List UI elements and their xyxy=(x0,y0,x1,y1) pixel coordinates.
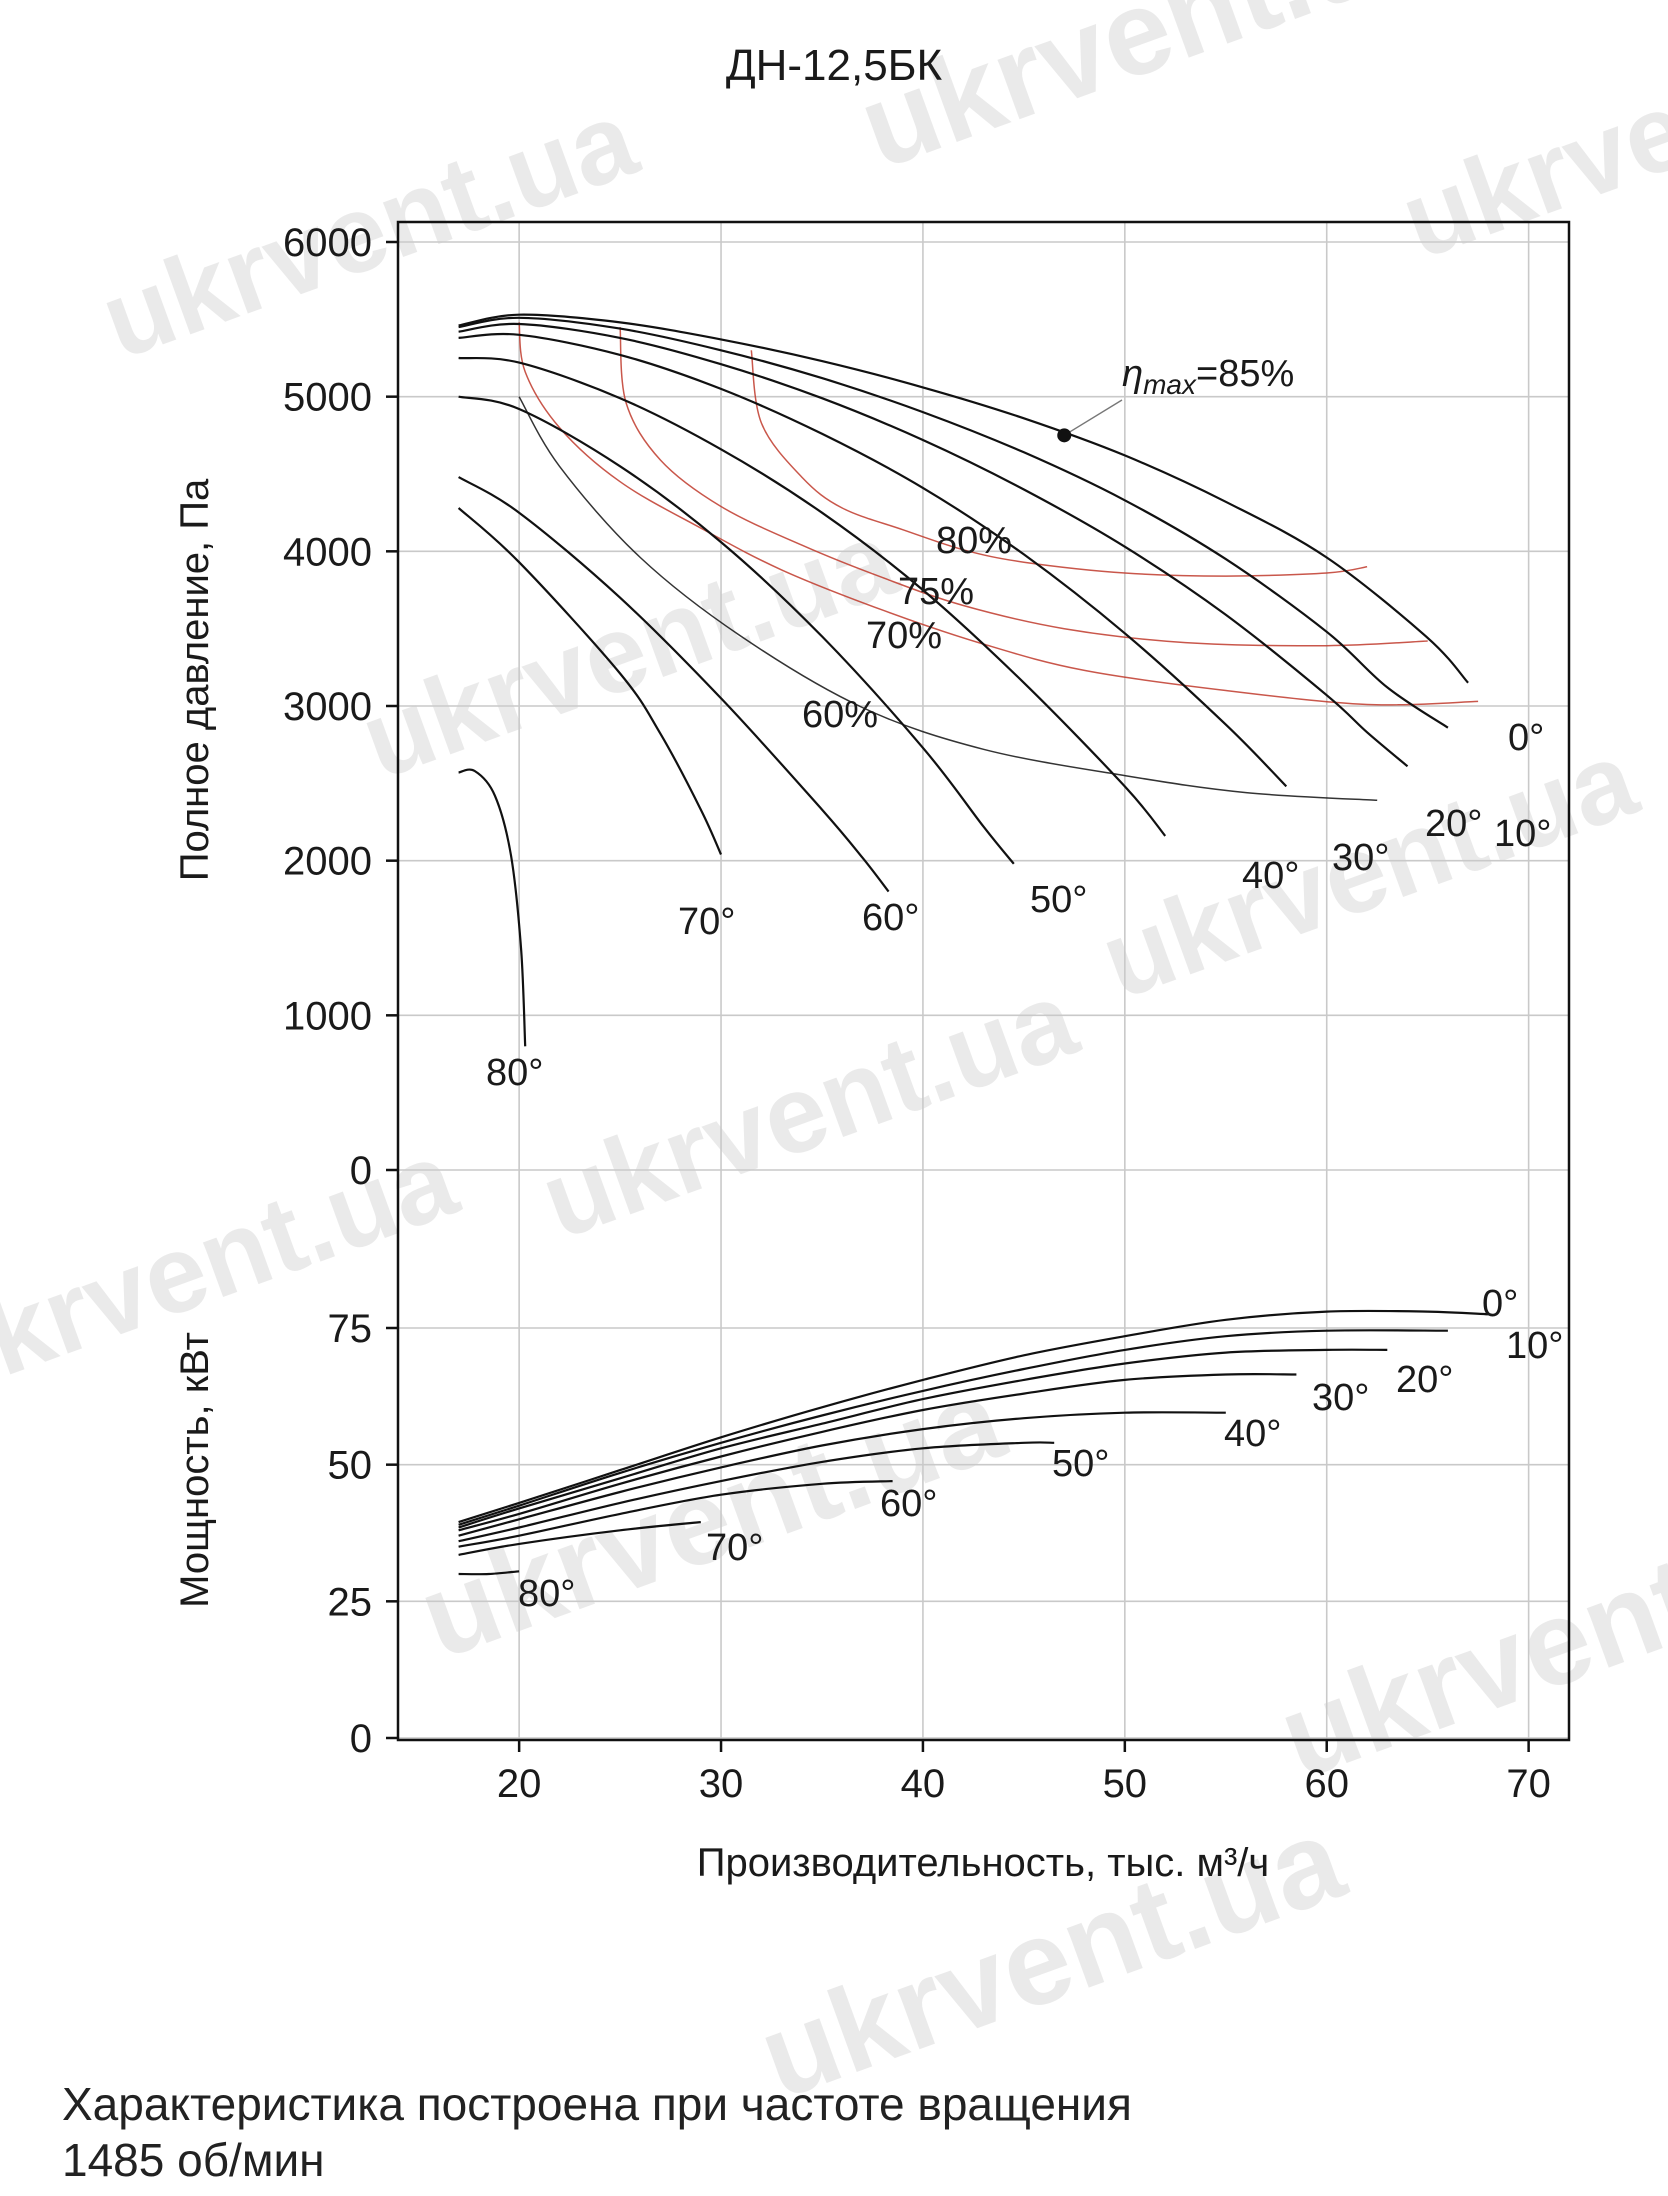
power-tick-label-75: 75 xyxy=(328,1307,373,1351)
watermark-text: ukrvent.ua xyxy=(843,0,1460,194)
power-curve-label-30: 30° xyxy=(1312,1377,1369,1419)
x-axis-title: Производительность, тыс. м³/ч xyxy=(697,1841,1270,1885)
chart-title: ДН-12,5БК xyxy=(726,41,943,90)
pressure-curve-10 xyxy=(458,316,1449,729)
characteristic-curves xyxy=(457,313,1489,1576)
power-curve-label-10: 10° xyxy=(1506,1325,1563,1367)
power-curve-50 xyxy=(458,1441,1055,1543)
efficiency-curve-60 xyxy=(518,396,1378,802)
pressure-tick-label-5000: 5000 xyxy=(283,376,372,420)
power-curve-label-60: 60° xyxy=(880,1483,937,1525)
footer-line-2: 1485 об/мин xyxy=(62,2134,325,2186)
power-curve-70 xyxy=(458,1521,701,1556)
grid-layer xyxy=(398,222,1569,1740)
pressure-curve-70 xyxy=(457,507,723,855)
power-curve-60 xyxy=(458,1480,893,1548)
watermark-text: ukrvent.ua xyxy=(346,496,912,802)
eta-max-leader-line xyxy=(1063,399,1123,436)
annotation-layer: ηmax=85% xyxy=(1057,353,1294,443)
power-curve-label-20: 20° xyxy=(1396,1359,1453,1401)
plot-frame xyxy=(396,220,1571,1742)
watermark-text: ukrvent.ua xyxy=(0,1116,472,1422)
pressure-curve-label-70: 70° xyxy=(678,901,735,943)
power-curve-0 xyxy=(458,1309,1489,1524)
pressure-curve-label-30: 30° xyxy=(1332,837,1389,879)
power-curve-label-80: 80° xyxy=(518,1573,575,1615)
power-curve-label-50: 50° xyxy=(1052,1443,1109,1485)
efficiency-label-80: 80% xyxy=(936,520,1012,562)
power-curve-label-0: 0° xyxy=(1482,1283,1518,1325)
pressure-curve-label-10: 10° xyxy=(1494,813,1551,855)
x-tick-label-20: 20 xyxy=(497,1762,542,1806)
pressure-curve-60 xyxy=(458,476,890,893)
axis-layer: 20 30 40 50 60 70 0 1000 2000 3000 4000 5000 6000 0 25… xyxy=(283,220,1571,1806)
y-axis-title-power: Мощность, кВт xyxy=(173,1332,217,1608)
power-curve-80 xyxy=(458,1570,520,1576)
pressure-curve-label-40: 40° xyxy=(1242,855,1299,897)
efficiency-curve-80 xyxy=(750,350,1368,577)
pressure-curve-0 xyxy=(458,313,1469,684)
x-tick-label-60: 60 xyxy=(1304,1762,1349,1806)
power-curve-20 xyxy=(458,1348,1388,1529)
efficiency-label-75: 75% xyxy=(898,571,974,613)
efficiency-curve-75 xyxy=(619,327,1428,647)
pressure-curve-30 xyxy=(458,332,1288,788)
power-curve-40 xyxy=(458,1411,1226,1537)
pressure-curve-80 xyxy=(458,768,527,1047)
power-tick-label-0: 0 xyxy=(350,1717,372,1761)
eta-max-marker xyxy=(1057,428,1072,443)
pressure-curve-label-60: 60° xyxy=(862,897,919,939)
footer-line-1: Характеристика построена при частоте вра… xyxy=(62,2078,1132,2130)
efficiency-label-60: 60% xyxy=(802,694,878,736)
watermark-text: ukrvent.ua xyxy=(1263,1471,1668,1805)
pressure-curve-label-20: 20° xyxy=(1425,803,1482,845)
x-tick-label-50: 50 xyxy=(1103,1762,1148,1806)
pressure-curve-20 xyxy=(458,322,1409,768)
power-tick-label-25: 25 xyxy=(328,1580,373,1624)
watermark-text: ukrvent.ua xyxy=(1386,0,1668,283)
pressure-curve-label-0: 0° xyxy=(1508,717,1544,759)
pressure-tick-label-0: 0 xyxy=(350,1149,372,1193)
power-tick-label-50: 50 xyxy=(328,1444,373,1488)
watermark-layer: ukrvent.uaukrvent.uaukrvent.uaukrvent.ua… xyxy=(0,0,1668,2124)
curve-label-layer: 0°10°20°30°40°50°60°70°80°80%75%70%60%0°… xyxy=(486,520,1563,1615)
x-tick-label-70: 70 xyxy=(1506,1762,1551,1806)
pressure-tick-label-3000: 3000 xyxy=(283,685,372,729)
pressure-curve-label-80: 80° xyxy=(486,1052,543,1094)
power-curve-30 xyxy=(458,1373,1297,1532)
power-curve-label-40: 40° xyxy=(1224,1413,1281,1455)
x-tick-label-40: 40 xyxy=(901,1762,946,1806)
eta-max-label: ηmax=85% xyxy=(1122,353,1294,400)
y-axis-title-pressure: Полное давление, Па xyxy=(173,478,217,881)
pressure-tick-label-4000: 4000 xyxy=(283,530,372,574)
pressure-tick-label-2000: 2000 xyxy=(283,840,372,884)
footer-note: Характеристика построена при частоте вра… xyxy=(62,2076,1622,2188)
pressure-curve-40 xyxy=(458,356,1167,837)
pressure-tick-label-6000: 6000 xyxy=(283,221,372,265)
efficiency-label-70: 70% xyxy=(866,615,942,657)
power-curve-10 xyxy=(458,1329,1448,1526)
pressure-curve-label-50: 50° xyxy=(1030,879,1087,921)
watermark-text: ukrvent.ua xyxy=(526,956,1092,1262)
power-curve-label-70: 70° xyxy=(706,1527,763,1569)
pressure-curve-50 xyxy=(458,395,1015,865)
x-tick-label-30: 30 xyxy=(699,1762,744,1806)
pressure-tick-label-1000: 1000 xyxy=(283,994,372,1038)
